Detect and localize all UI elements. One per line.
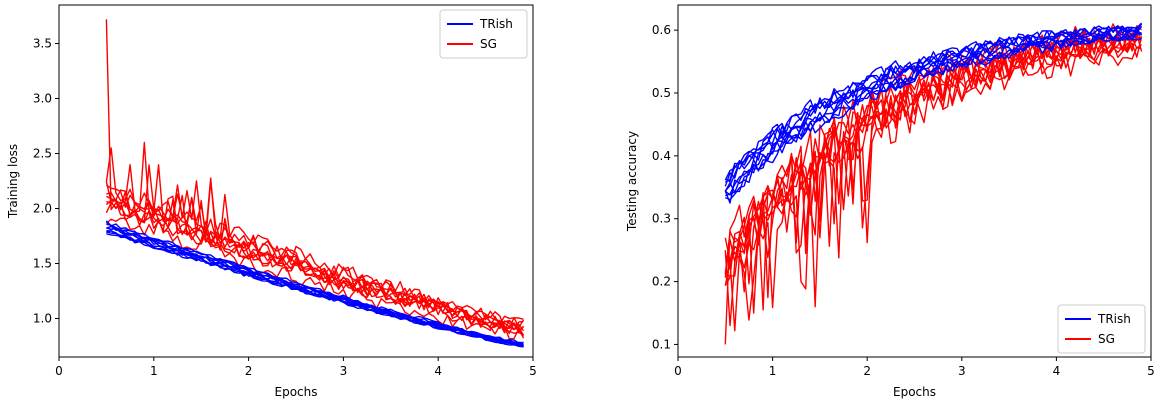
- x-tick-label: 3: [958, 364, 966, 378]
- sg-run-line: [106, 198, 525, 336]
- training-loss-x-axis-label: Epochs: [275, 385, 318, 399]
- x-tick-label: 5: [529, 364, 537, 378]
- trish-run-line: [724, 25, 1143, 187]
- x-tick-label: 4: [434, 364, 442, 378]
- trish-run-line: [106, 227, 524, 346]
- x-tick-label: 5: [1147, 364, 1155, 378]
- trish-run-line: [106, 229, 524, 348]
- trish-run-line: [105, 221, 524, 344]
- x-tick-label: 4: [1053, 364, 1061, 378]
- sg-run-line: [724, 46, 1142, 332]
- trish-run-line: [105, 220, 524, 344]
- x-tick-label: 0: [674, 364, 682, 378]
- y-tick-label: 0.2: [652, 275, 671, 289]
- training-loss-series-lines: [105, 19, 525, 348]
- testing-accuracy-x-ticks: 0 1 2 3 4 5: [674, 357, 1155, 378]
- sg-run-line: [105, 147, 524, 325]
- testing-accuracy-legend: TRish SG: [1057, 304, 1146, 354]
- testing-accuracy-plot-frame: [677, 4, 1152, 358]
- training-loss-y-ticks: 1.0 1.5 2.0 2.5 3.0 3.5: [33, 37, 59, 326]
- x-tick-label: 3: [340, 364, 348, 378]
- trish-run-line: [724, 32, 1142, 196]
- testing-accuracy-chart: 0 1 2 3 4 5 0.1 0.2 0.3 0.4 0.5 0.6 Epochs Testing…: [625, 4, 1155, 399]
- y-tick-label: 0.4: [652, 149, 671, 163]
- y-tick-label: 1.5: [33, 257, 52, 271]
- x-tick-label: 2: [863, 364, 871, 378]
- training-loss-chart: 0 1 2 3 4 5 1.0 1.5 2.0 2.5 3.0 3.5 Epochs Trainin…: [6, 4, 537, 399]
- sg-run-line: [724, 28, 1143, 275]
- trish-run-line: [106, 227, 524, 347]
- sg-run-line: [105, 217, 525, 340]
- training-loss-plot-frame: [58, 4, 534, 358]
- training-loss-legend: TRish SG: [439, 9, 528, 59]
- y-tick-label: 2.0: [33, 202, 52, 216]
- y-tick-label: 0.6: [652, 23, 671, 37]
- y-tick-label: 0.3: [652, 212, 671, 226]
- x-tick-label: 0: [55, 364, 63, 378]
- sg-run-line: [106, 164, 524, 332]
- testing-accuracy-x-axis-label: Epochs: [893, 385, 936, 399]
- x-tick-label: 1: [769, 364, 777, 378]
- legend-label-trish: TRish: [1097, 312, 1131, 326]
- y-tick-label: 3.0: [33, 92, 52, 106]
- testing-accuracy-y-axis-label: Testing accuracy: [625, 131, 639, 232]
- training-loss-x-ticks: 0 1 2 3 4 5: [55, 357, 537, 378]
- x-tick-label: 2: [245, 364, 253, 378]
- y-tick-label: 2.5: [33, 147, 52, 161]
- x-tick-label: 1: [150, 364, 158, 378]
- y-tick-label: 3.5: [33, 37, 52, 51]
- y-tick-label: 0.5: [652, 86, 671, 100]
- y-tick-label: 0.1: [652, 337, 671, 351]
- legend-label-trish: TRish: [479, 17, 513, 31]
- sg-run-line: [105, 181, 525, 334]
- legend-label-sg: SG: [480, 37, 497, 51]
- testing-accuracy-legend-box: [1057, 304, 1146, 354]
- testing-accuracy-series-lines: [724, 22, 1143, 345]
- y-tick-label: 1.0: [33, 312, 52, 326]
- training-loss-legend-box: [439, 9, 528, 59]
- legend-label-sg: SG: [1098, 332, 1115, 346]
- training-loss-y-axis-label: Training loss: [6, 144, 20, 219]
- sg-run-line: [105, 19, 525, 335]
- testing-accuracy-y-ticks: 0.1 0.2 0.3 0.4 0.5 0.6: [652, 23, 678, 351]
